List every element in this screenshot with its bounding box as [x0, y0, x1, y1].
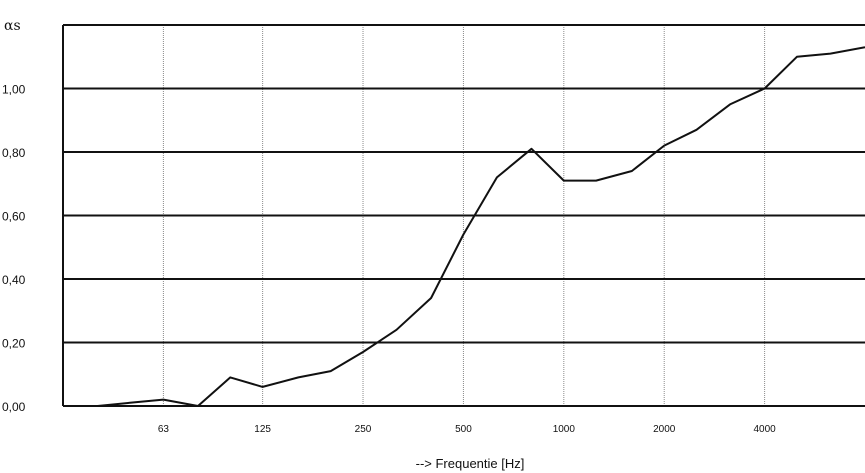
- absorption-line: [97, 46, 865, 407]
- y-tick-label: 0,40: [2, 273, 26, 287]
- x-tick-label: 250: [355, 424, 372, 435]
- major-grid: [63, 87, 865, 344]
- x-tick-label: 500: [455, 424, 472, 435]
- x-tick-label: 2000: [653, 424, 676, 435]
- x-tick-label: 1000: [553, 424, 576, 435]
- y-tick-label: 0,80: [2, 146, 26, 160]
- y-tick-label: 0,20: [2, 337, 26, 351]
- y-tick-labels: 0,00 0,20 0,40 0,60 0,80 1,00: [2, 83, 26, 415]
- x-axis-label: --> Frequentie [Hz]: [416, 456, 525, 471]
- series-group: [97, 46, 865, 407]
- x-tick-label: 125: [254, 424, 271, 435]
- x-tick-label: 63: [158, 424, 170, 435]
- y-tick-label: 0,00: [2, 400, 26, 414]
- y-axis-label: αs: [4, 18, 21, 34]
- y-tick-label: 0,60: [2, 210, 26, 224]
- x-tick-labels: 63 125 250 500 1000 2000 4000: [158, 424, 776, 435]
- x-tick-label: 4000: [753, 424, 776, 435]
- y-tick-label: 1,00: [2, 83, 26, 97]
